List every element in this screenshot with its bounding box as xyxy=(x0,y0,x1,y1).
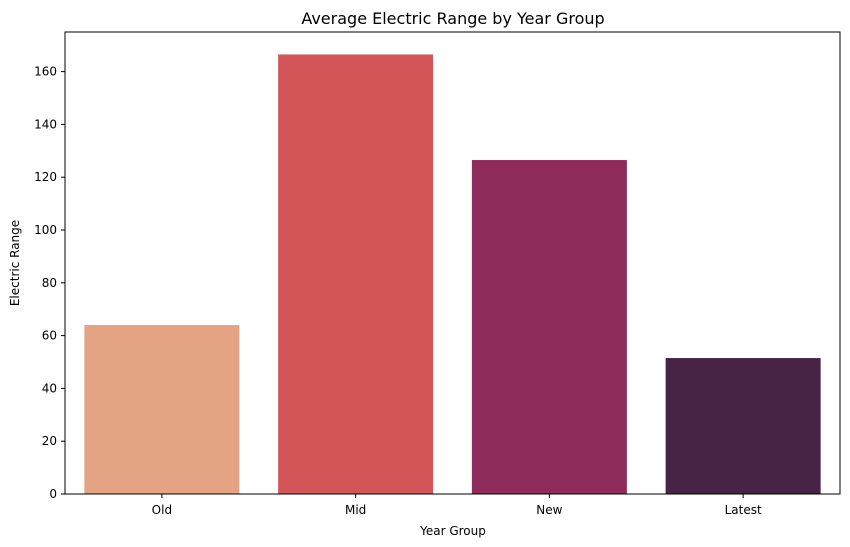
y-tick-label: 40 xyxy=(42,381,57,395)
y-axis-label: Electric Range xyxy=(8,220,22,306)
y-tick-label: 0 xyxy=(49,487,57,501)
y-axis: 0 20 40 60 80 100 120 140 160 xyxy=(34,65,65,501)
y-tick-label: 160 xyxy=(34,65,57,79)
bar-new xyxy=(471,160,627,495)
x-axis: Old Mid New Latest xyxy=(152,494,762,517)
bar-mid xyxy=(278,54,434,494)
bar-old xyxy=(84,325,240,494)
bar-latest xyxy=(665,358,821,494)
y-tick-label: 60 xyxy=(42,329,57,343)
x-tick-label: Old xyxy=(152,503,172,517)
y-tick-label: 120 xyxy=(34,170,57,184)
x-tick-label: Latest xyxy=(725,503,762,517)
y-tick-label: 20 xyxy=(42,434,57,448)
y-tick-label: 140 xyxy=(34,117,57,131)
y-tick-label: 80 xyxy=(42,276,57,290)
chart-title: Average Electric Range by Year Group xyxy=(301,9,604,28)
x-axis-label: Year Group xyxy=(419,524,486,538)
x-tick-label: Mid xyxy=(345,503,366,517)
x-tick-label: New xyxy=(536,503,562,517)
y-tick-label: 100 xyxy=(34,223,57,237)
bars-group xyxy=(84,54,821,495)
plot-frame xyxy=(64,31,841,495)
